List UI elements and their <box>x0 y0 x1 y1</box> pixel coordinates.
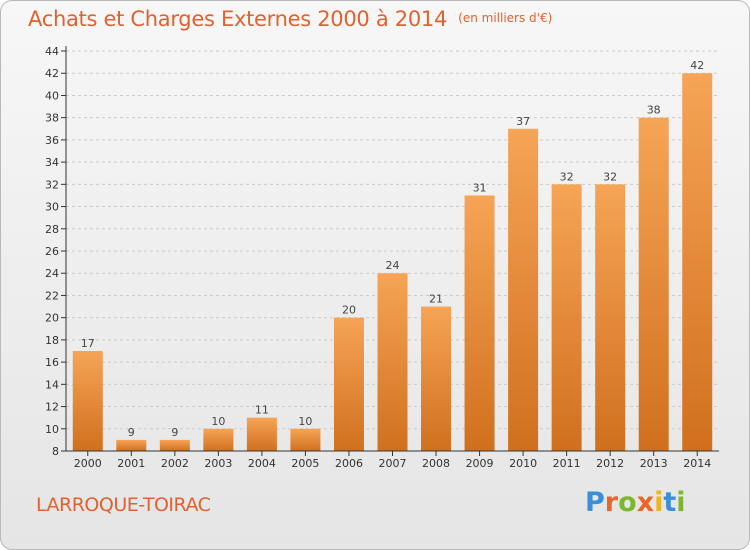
bar-value-label: 31 <box>473 181 487 194</box>
y-tick-label: 10 <box>45 423 59 436</box>
x-tick-label: 2013 <box>640 457 668 470</box>
x-tick-label: 2001 <box>117 457 145 470</box>
bar <box>421 306 452 451</box>
x-tick-label: 2009 <box>466 457 494 470</box>
x-tick-label: 2002 <box>161 457 189 470</box>
bar <box>116 439 147 451</box>
bar <box>682 73 713 451</box>
y-tick-label: 8 <box>52 445 59 458</box>
bar-value-label: 21 <box>429 293 443 306</box>
bar <box>551 184 582 452</box>
bar <box>464 195 495 451</box>
labels: 8 10 12 14 16 18 20 22 24 26 28 30 32 34 36 38 40 42 44 17 2… <box>45 45 711 470</box>
bar-value-label: 10 <box>298 415 312 428</box>
chart-title-block: Achats et Charges Externes 2000 à 2014 (… <box>28 7 552 31</box>
bar-value-label: 20 <box>342 304 356 317</box>
y-tick-label: 16 <box>45 356 59 369</box>
y-tick-label: 34 <box>45 156 59 169</box>
y-tick-label: 22 <box>45 289 59 302</box>
bar <box>72 351 103 451</box>
y-tick-label: 42 <box>45 67 59 80</box>
x-tick-label: 2004 <box>248 457 276 470</box>
bar-value-label: 32 <box>603 170 617 183</box>
logo-letter: r <box>604 487 619 518</box>
logo-letter: i <box>676 487 686 518</box>
y-tick-label: 36 <box>45 134 59 147</box>
bar-value-label: 24 <box>386 259 400 272</box>
bar <box>377 273 408 451</box>
y-tick-label: 28 <box>45 223 59 236</box>
x-tick-label: 2003 <box>204 457 232 470</box>
y-tick-label: 18 <box>45 334 59 347</box>
bar <box>290 428 321 451</box>
logo-letter: i <box>654 487 664 518</box>
y-tick-label: 32 <box>45 178 59 191</box>
y-tick-label: 12 <box>45 401 59 414</box>
bar-value-label: 9 <box>128 426 135 439</box>
x-tick-label: 2014 <box>683 457 711 470</box>
x-tick-label: 2011 <box>553 457 581 470</box>
bar-value-label: 32 <box>560 170 574 183</box>
chart-title: Achats et Charges Externes 2000 à 2014 <box>28 7 448 31</box>
bar-value-label: 17 <box>81 337 95 350</box>
bar <box>638 117 669 452</box>
commune-name: LARROQUE-TOIRAC <box>36 494 211 516</box>
bar-value-label: 10 <box>211 415 225 428</box>
bar-value-label: 9 <box>171 426 178 439</box>
y-tick-label: 30 <box>45 201 59 214</box>
bar-value-label: 42 <box>690 59 704 72</box>
x-tick-label: 2005 <box>291 457 319 470</box>
x-tick-label: 2007 <box>379 457 407 470</box>
x-tick-label: 2000 <box>74 457 102 470</box>
bar <box>333 317 364 451</box>
logo-letter: x <box>636 487 655 518</box>
bar-value-label: 38 <box>647 104 661 117</box>
bar <box>203 428 234 451</box>
logo-letter: P <box>585 487 605 518</box>
y-tick-label: 24 <box>45 267 59 280</box>
proxiti-logo[interactable]: Proxiti <box>585 487 686 518</box>
chart-subtitle: (en milliers d'€) <box>458 11 553 25</box>
y-tick-label: 26 <box>45 245 59 258</box>
x-tick-label: 2010 <box>509 457 537 470</box>
y-tick-label: 44 <box>45 45 59 58</box>
axes <box>61 46 719 456</box>
logo-letter: o <box>618 487 637 518</box>
bars <box>72 73 713 452</box>
bar-value-label: 11 <box>255 404 269 417</box>
y-tick-label: 20 <box>45 312 59 325</box>
bar-value-label: 37 <box>516 115 530 128</box>
x-tick-label: 2006 <box>335 457 363 470</box>
y-tick-label: 38 <box>45 112 59 125</box>
y-tick-label: 40 <box>45 89 59 102</box>
bar <box>246 417 277 451</box>
bar <box>595 184 626 452</box>
bar <box>508 128 539 451</box>
x-tick-label: 2008 <box>422 457 450 470</box>
y-tick-label: 14 <box>45 378 59 391</box>
bar <box>159 439 190 451</box>
x-tick-label: 2012 <box>596 457 624 470</box>
logo-letter: t <box>663 487 677 518</box>
